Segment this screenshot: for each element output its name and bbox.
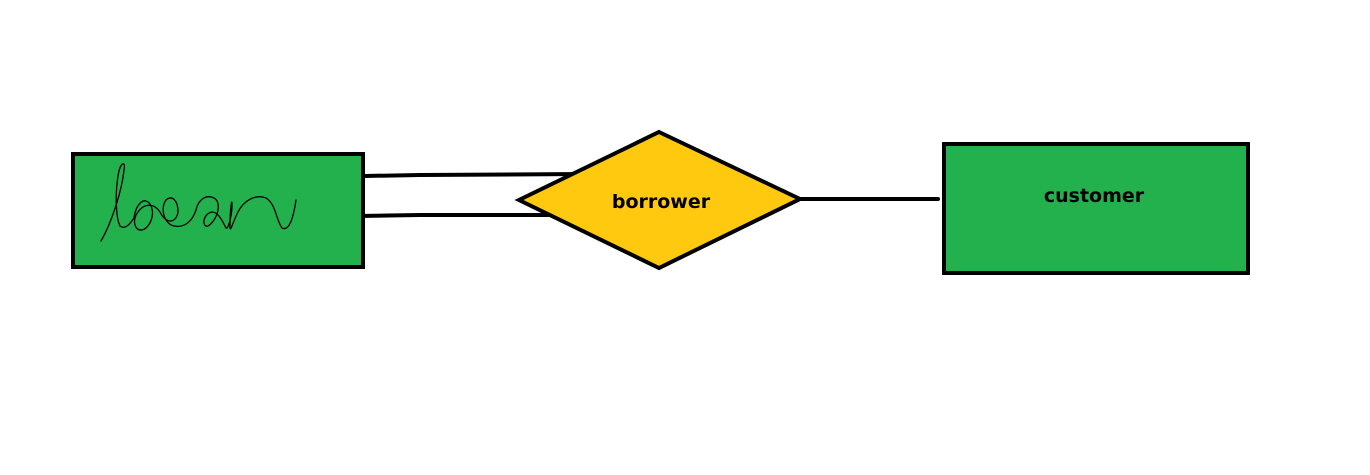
connector-loan-borrower <box>357 172 586 218</box>
entity-customer: customer <box>942 142 1250 275</box>
connector-line-upper <box>362 172 586 178</box>
entity-loan <box>71 152 365 269</box>
relationship-borrower-diamond <box>514 129 805 271</box>
entity-loan-handwritten-label <box>100 163 297 242</box>
entity-customer-label: customer <box>1044 185 1145 207</box>
entity-customer-box <box>942 142 1250 275</box>
relationship-borrower: borrower <box>514 129 805 271</box>
connector-line-lower <box>357 213 550 218</box>
relationship-borrower-label: borrower <box>612 191 711 213</box>
